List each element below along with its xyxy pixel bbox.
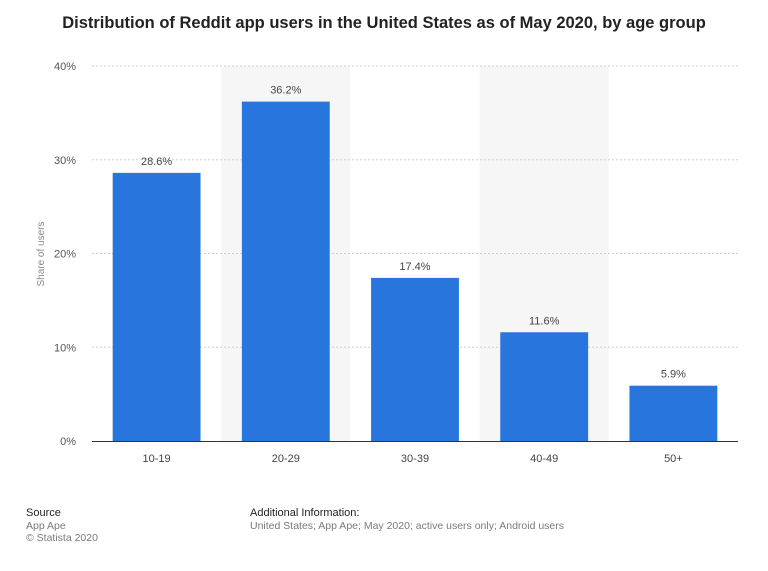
additional-info-block: Additional Information: United States; A… — [250, 507, 564, 532]
y-tick-label: 30% — [54, 155, 76, 167]
data-label: 28.6% — [141, 156, 172, 168]
data-label: 36.2% — [270, 85, 301, 97]
x-tick-labels: 10-19 20-29 30-39 40-49 50+ — [143, 453, 683, 465]
x-tick-label: 50+ — [664, 453, 683, 465]
x-tick-label: 20-29 — [272, 453, 300, 465]
y-tick-label: 10% — [54, 342, 76, 354]
y-tick-label: 0% — [60, 436, 76, 448]
y-tick-labels: 0% 10% 20% 30% 40% — [54, 61, 76, 448]
bar — [241, 101, 330, 441]
data-label: 5.9% — [661, 369, 686, 381]
y-tick-label: 40% — [54, 61, 76, 73]
bar — [629, 385, 718, 441]
x-tick-label: 30-39 — [401, 453, 429, 465]
chart-title: Distribution of Reddit app users in the … — [62, 14, 706, 32]
source-heading: Source — [26, 507, 61, 519]
bar — [112, 172, 201, 441]
additional-info-heading: Additional Information: — [250, 507, 360, 519]
additional-info-text: United States; App Ape; May 2020; active… — [250, 520, 565, 532]
data-label: 11.6% — [529, 315, 560, 327]
data-label: 17.4% — [399, 261, 430, 273]
bars — [112, 101, 718, 441]
x-tick-label: 40-49 — [530, 453, 558, 465]
bar — [500, 332, 589, 441]
y-tick-label: 20% — [54, 249, 76, 261]
bar-chart: 0% 10% 20% 30% 40% Share of users 28.6% 36.2%… — [36, 61, 738, 465]
source-line: App Ape — [26, 520, 66, 532]
y-axis-label: Share of users — [36, 221, 47, 286]
copyright-line: © Statista 2020 — [26, 532, 98, 544]
data-labels: 28.6% 36.2% 17.4% 11.6% 5.9% — [141, 85, 686, 381]
source-block: Source App Ape © Statista 2020 — [26, 507, 98, 544]
bar — [371, 277, 459, 441]
x-tick-label: 10-19 — [143, 453, 171, 465]
